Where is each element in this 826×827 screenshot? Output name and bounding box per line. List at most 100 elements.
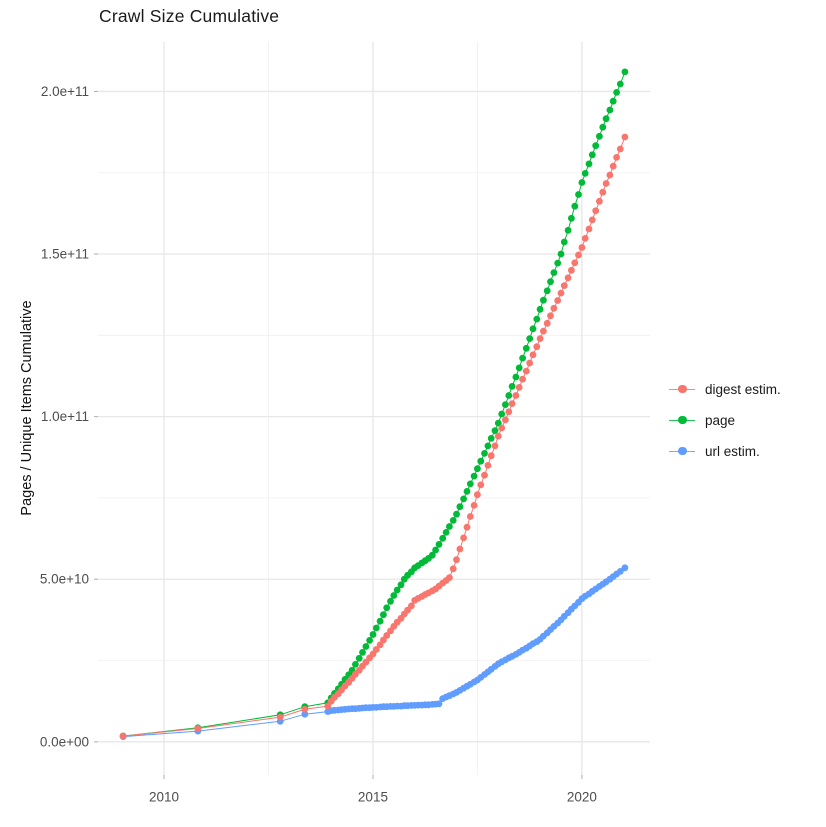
series-digest-estim-point (560, 282, 568, 289)
series-page-point (498, 410, 506, 418)
series-page-point (463, 488, 471, 495)
legend-key-page-icon (669, 409, 695, 431)
y-tick-label: 0.0e+00 (40, 734, 89, 749)
y-tick-label: 1.0e+11 (41, 409, 89, 424)
y-tick-label: 5.0e+10 (40, 572, 89, 587)
series-page-point (466, 480, 474, 488)
series-digest-estim (119, 133, 629, 740)
series-page-point (557, 250, 565, 258)
gridlines-major (98, 42, 650, 775)
series-page-point (578, 179, 586, 186)
series-page-point (439, 534, 447, 542)
series-digest-estim-point (408, 602, 415, 610)
series-digest-estim-point (119, 732, 127, 740)
series-digest-estim-point (508, 400, 516, 407)
series-page (119, 68, 629, 740)
series-page-point (519, 354, 526, 362)
gridlines-minor (98, 42, 650, 775)
series-page-point (575, 191, 582, 198)
legend-key-url-estim-icon (669, 440, 695, 462)
series-page-point (470, 472, 478, 480)
series-page-point (526, 335, 534, 342)
legend-key-digest-estim-icon (669, 378, 695, 400)
x-tick-label: 2015 (358, 790, 388, 805)
series-url-estim-point (301, 710, 309, 718)
series-page-point (372, 624, 380, 632)
series-page-point (543, 287, 551, 295)
series-page-point (435, 541, 443, 548)
series-digest-estim-point (596, 197, 603, 205)
series-digest-estim-point (502, 416, 509, 424)
series-digest-estim-point (529, 351, 537, 359)
series-page-point (515, 364, 523, 372)
x-tick-label: 2010 (149, 790, 179, 805)
series-digest-estim-point (609, 162, 617, 170)
series-digest-estim-point (498, 424, 506, 432)
series-page-point (449, 517, 457, 524)
series-digest-estim-point (474, 491, 481, 499)
series-digest-estim-point (324, 702, 332, 710)
series-page-point (512, 373, 520, 381)
series-digest-estim-point (599, 188, 607, 196)
series-digest-estim-point (606, 171, 614, 179)
series-page-point (460, 495, 467, 503)
x-axis-tick-labels: 2010 2015 2020 (149, 790, 597, 805)
series-digest-estim-point (557, 289, 565, 297)
series-digest-estim-point (276, 713, 284, 721)
series-page-point (613, 89, 620, 96)
series-digest-estim-point (602, 180, 610, 187)
series-page-point (359, 649, 366, 656)
series-page-point (547, 278, 554, 286)
series-page-point (602, 115, 610, 123)
series-page-point (533, 315, 541, 323)
series-digest-estim-point (505, 408, 513, 416)
series-digest-estim-point (376, 641, 384, 649)
chart-title: Crawl Size Cumulative (99, 6, 280, 26)
series-page-point (380, 611, 387, 619)
series-page-point (456, 503, 464, 511)
series-page-point (529, 325, 537, 333)
series-digest-estim-point (522, 367, 530, 375)
series-digest-estim-point (481, 471, 488, 479)
axis-ticks (94, 90, 583, 779)
series-digest-estim-point (512, 392, 520, 399)
series-page-point (453, 510, 460, 518)
series-page-point (390, 592, 398, 599)
series-page-point (432, 546, 439, 554)
series-digest-estim-point (540, 327, 547, 335)
series-digest-estim-point (460, 534, 467, 542)
series-page-point (540, 296, 547, 304)
series-page-point (599, 123, 607, 131)
series-page-point (487, 435, 495, 442)
series-page-point (362, 643, 370, 650)
series-digest-estim-point (466, 513, 474, 520)
legend-label-url-estim: url estim. (705, 443, 760, 459)
series-digest-estim-point (456, 545, 464, 553)
series-page-point (508, 383, 516, 390)
series-digest-estim-point (453, 556, 460, 564)
series-digest-estim-point (568, 266, 575, 274)
series-digest-estim-point (194, 725, 202, 732)
series-page-point (355, 654, 363, 662)
series-digest-estim-point (533, 343, 541, 351)
series-digest-estim-line (123, 136, 626, 737)
y-tick-label: 1.5e+11 (41, 247, 89, 262)
series-digest-estim-point (519, 375, 526, 383)
legend-label-digest-estim: digest estim. (705, 381, 781, 397)
series-page-point (352, 661, 359, 668)
series-page-point (376, 617, 384, 625)
series-digest-estim-point (372, 646, 380, 653)
series-digest-estim-point (494, 432, 502, 440)
series-digest-estim-point (487, 452, 495, 460)
series-page-point (609, 97, 617, 105)
series-digest-estim-point (491, 442, 499, 450)
series-url-estim-point (616, 568, 624, 575)
series-digest-estim-point (515, 384, 523, 391)
series-page-point (616, 80, 624, 88)
series-digest-estim-point (547, 312, 554, 320)
series-digest-estim-point (571, 259, 579, 267)
series-page-point (393, 586, 401, 594)
series-digest-estim-point (613, 154, 620, 161)
